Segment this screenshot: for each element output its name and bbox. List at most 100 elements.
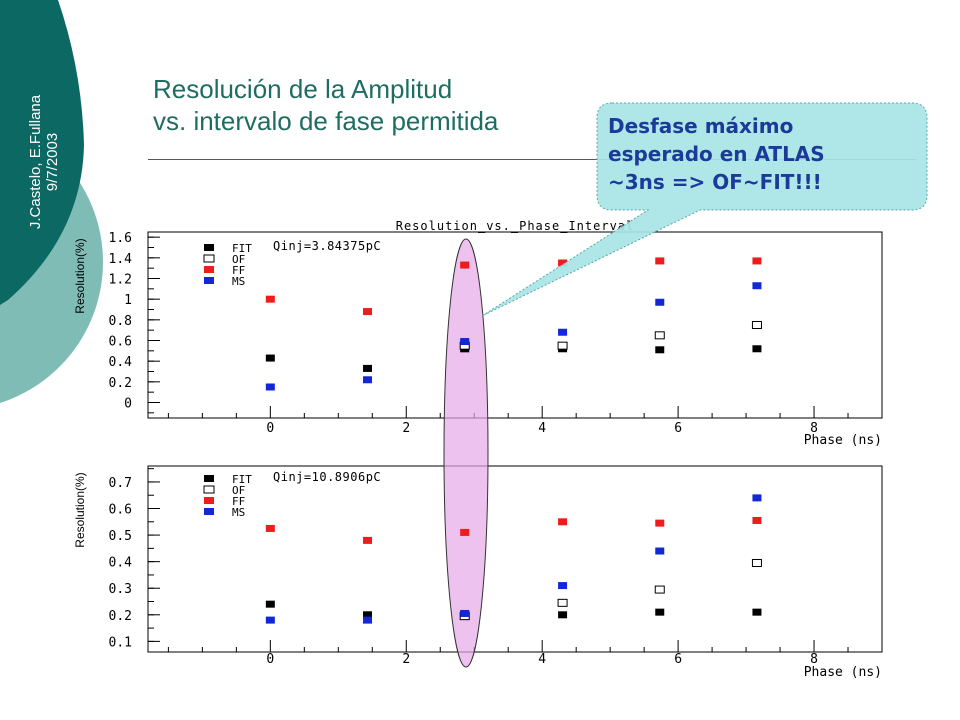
title-line-2: vs. intervalo de fase permitida (153, 106, 499, 136)
data-point-of (751, 558, 762, 567)
data-point-ff (363, 536, 373, 544)
y-tick-label: 1.2 (109, 273, 132, 288)
data-point-of (557, 341, 568, 350)
y-tick-label: 0.2 (109, 376, 132, 391)
y-tick-label: 0.6 (109, 335, 132, 350)
y-axis-label: Resolution(%) (73, 472, 87, 547)
highlight-ellipse (443, 238, 489, 668)
data-point-ff (558, 518, 568, 526)
title-underline (148, 159, 916, 160)
legend-label-ff: FF (232, 495, 245, 508)
charge-annotation: Qinj=10.8906pC (273, 470, 381, 484)
data-point-ff (363, 308, 373, 316)
data-point-ms (752, 494, 762, 502)
legend-marker-ff (204, 266, 214, 273)
y-tick-label: 0.8 (109, 314, 132, 329)
y-tick-label: 1 (124, 293, 132, 308)
legend-marker-ff (204, 497, 214, 504)
data-point-of (557, 598, 568, 607)
data-point-ms (460, 338, 470, 346)
x-tick-label: 2 (402, 652, 410, 667)
y-tick-label: 0.5 (109, 529, 132, 544)
data-point-ff (265, 295, 275, 303)
plot-frame (147, 231, 883, 419)
x-tick-label: 6 (674, 421, 682, 436)
title-line-1: Resolución de la Amplitud (153, 74, 453, 104)
data-point-ff (752, 516, 762, 524)
legend-label-ms: MS (232, 506, 245, 519)
legend-marker-of (203, 254, 215, 263)
x-tick-label: 0 (266, 652, 274, 667)
data-point-ms (558, 582, 568, 590)
x-tick-label: 8 (810, 421, 818, 436)
callout-line-1: Desfase máximo (608, 114, 794, 138)
x-tick-label: 8 (810, 652, 818, 667)
y-tick-label: 0.4 (109, 355, 133, 370)
data-point-ms (460, 609, 470, 617)
charge-annotation: Qinj=3.84375pC (273, 239, 381, 253)
x-tick-label: 6 (674, 652, 682, 667)
y-tick-label: 0.7 (109, 476, 132, 491)
y-tick-label: 1.4 (109, 252, 133, 267)
y-tick-label: 0.1 (109, 635, 132, 650)
y-tick-label: 0.6 (109, 503, 132, 518)
legend-marker-of (203, 485, 215, 494)
legend-label-of: OF (232, 253, 245, 266)
data-point-of (654, 585, 665, 594)
chart-title: Resolution_vs._Phase_Interval (396, 219, 635, 233)
data-point-fit (363, 611, 373, 619)
data-point-ff (558, 259, 568, 267)
callout-line-2: esperado en ATLAS (608, 142, 825, 166)
data-point-ff (752, 257, 762, 265)
x-tick-label: 4 (538, 421, 546, 436)
legend-label-fit: FIT (232, 473, 252, 486)
legend-marker-ms (204, 277, 214, 284)
data-point-fit (752, 608, 762, 616)
data-point-ms (265, 383, 275, 391)
data-point-fit (655, 346, 665, 354)
data-point-fit (655, 608, 665, 616)
data-point-ms (363, 616, 373, 624)
callout-text: Desfase máximo esperado en ATLAS ~3ns =>… (608, 112, 908, 196)
y-tick-label: 1.6 (109, 231, 132, 246)
data-point-fit (752, 345, 762, 353)
legend-marker-fit (204, 475, 214, 482)
data-point-fit (265, 354, 275, 362)
data-point-ms (363, 376, 373, 384)
x-axis-label: Phase (ns) (804, 665, 882, 680)
data-point-of (654, 331, 665, 340)
y-tick-label: 0 (124, 397, 132, 412)
data-point-ff (265, 524, 275, 532)
legend-label-ff: FF (232, 264, 245, 277)
data-point-fit (265, 600, 275, 608)
data-point-fit (558, 611, 568, 619)
data-point-ff (655, 519, 665, 527)
callout-bubble (481, 102, 928, 317)
data-point-fit (363, 364, 373, 372)
slide-title: Resolución de la Amplitud vs. intervalo … (153, 73, 498, 137)
y-tick-label: 0.4 (109, 556, 133, 571)
data-point-ms (752, 282, 762, 290)
legend-marker-ms (204, 508, 214, 515)
data-point-of (751, 321, 762, 329)
data-point-ff (460, 261, 470, 269)
legend-marker-fit (204, 244, 214, 251)
x-tick-label: 4 (538, 652, 546, 667)
x-axis-label: Phase (ns) (804, 433, 882, 448)
plot-frame (147, 465, 883, 653)
data-point-ms (655, 547, 665, 555)
data-point-ff (460, 528, 470, 536)
y-tick-label: 0.2 (109, 609, 132, 624)
legend-label-fit: FIT (232, 242, 252, 255)
y-tick-label: 0.3 (109, 582, 132, 597)
legend-label-of: OF (232, 484, 245, 497)
callout-line-3: ~3ns => OF~FIT!!! (608, 170, 822, 194)
y-axis-label: Resolution(%) (73, 238, 87, 313)
legend-label-ms: MS (232, 275, 245, 288)
dark-teal-shape (0, 0, 84, 305)
data-point-ff (655, 257, 665, 265)
x-tick-label: 0 (266, 421, 274, 436)
data-point-ms (265, 616, 275, 624)
